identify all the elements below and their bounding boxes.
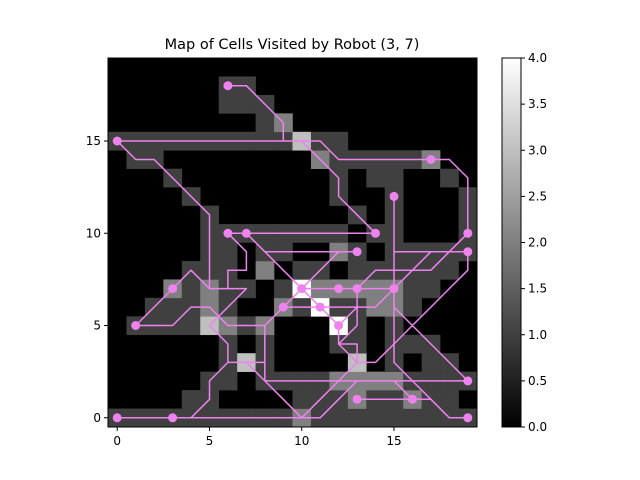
heatmap-cell xyxy=(181,390,201,409)
heatmap-cell xyxy=(421,279,441,299)
path-marker xyxy=(112,413,122,423)
heatmap-cell xyxy=(384,408,404,428)
path-marker xyxy=(297,284,307,294)
path-marker xyxy=(371,228,380,238)
y-tick-label: 15 xyxy=(86,134,101,148)
x-tick-label: 15 xyxy=(386,434,401,448)
heatmap-cell xyxy=(403,334,422,354)
robot-path-line xyxy=(116,84,469,419)
x-tick-label: 5 xyxy=(206,434,214,448)
path-marker xyxy=(223,81,233,91)
heatmap-cell xyxy=(218,371,238,391)
colorbar-tick-label: 1.0 xyxy=(528,328,547,342)
colorbar-gradient xyxy=(501,57,522,428)
heatmap-cell xyxy=(403,408,422,428)
path-marker xyxy=(352,394,362,404)
heatmap-cell xyxy=(329,408,349,428)
heatmap-cell xyxy=(292,390,312,409)
path-marker xyxy=(463,376,473,386)
heatmap-cell xyxy=(403,297,422,317)
heatmap-cell xyxy=(237,94,256,114)
colorbar-tick-label: 3.0 xyxy=(528,143,547,157)
colorbar: 0.0 0.5 1.0 1.5 2.0 2.5 3.0 3.5 4.0 xyxy=(501,51,547,434)
y-tick-label: 10 xyxy=(86,226,101,240)
heatmap-cell xyxy=(347,408,367,428)
heatmap-cell xyxy=(255,113,275,133)
heatmap-cell xyxy=(255,260,275,280)
heatmap-cell xyxy=(384,168,404,188)
path-marker xyxy=(278,302,288,312)
colorbar-tick-label: 1.5 xyxy=(528,282,547,296)
heatmap-cell xyxy=(421,353,441,372)
heatmap-cell xyxy=(274,279,293,299)
path-marker xyxy=(389,284,399,294)
heatmap-cell xyxy=(292,260,312,280)
heatmap-cell xyxy=(366,168,386,188)
path-marker xyxy=(315,302,325,312)
path-marker xyxy=(168,284,178,294)
chart-title: Map of Cells Visited by Robot (3, 7) xyxy=(165,37,420,53)
path-marker xyxy=(463,247,473,257)
heatmap-cell xyxy=(440,168,459,188)
y-tick-label: 5 xyxy=(93,319,101,333)
path-marker xyxy=(463,228,473,238)
heatmap-cell xyxy=(421,408,441,428)
heatmap-cell xyxy=(403,279,422,299)
heatmap-cell xyxy=(440,390,459,409)
heatmap-cell xyxy=(366,408,386,428)
path-marker xyxy=(334,321,344,330)
path-marker xyxy=(389,191,399,201)
plot-area: 0 5 10 15 0 5 10 15 xyxy=(86,57,478,448)
path-marker xyxy=(426,155,436,164)
x-tick-label: 0 xyxy=(113,434,121,448)
colorbar-tick-label: 2.0 xyxy=(528,236,547,250)
colorbar-tick-label: 2.5 xyxy=(528,189,547,203)
colorbar-tick-label: 0.0 xyxy=(528,420,547,434)
heatmap-cell xyxy=(218,94,238,114)
heatmap-cell xyxy=(347,260,367,280)
path-marker xyxy=(407,394,417,404)
heatmap-cell xyxy=(329,131,349,151)
colorbar-tick-label: 4.0 xyxy=(528,51,547,65)
path-marker xyxy=(352,247,362,257)
heatmap-cell xyxy=(163,297,183,317)
heatmap-cell xyxy=(440,260,459,280)
heatmap-cell xyxy=(181,279,201,299)
heatmap-cell xyxy=(181,316,201,336)
path-marker xyxy=(168,413,178,423)
y-tick-label: 0 xyxy=(93,411,101,425)
path-marker xyxy=(352,284,362,294)
path-marker xyxy=(223,228,233,238)
colorbar-tick-label: 3.5 xyxy=(528,97,547,111)
x-tick-label: 10 xyxy=(294,434,309,448)
path-marker xyxy=(463,413,473,423)
path-marker xyxy=(241,228,251,238)
colorbar-tick-label: 0.5 xyxy=(528,374,547,388)
path-marker xyxy=(112,136,122,146)
heatmap-cell xyxy=(218,242,238,262)
plot-frame xyxy=(107,57,478,428)
path-marker xyxy=(334,284,344,294)
path-marker xyxy=(131,321,141,330)
